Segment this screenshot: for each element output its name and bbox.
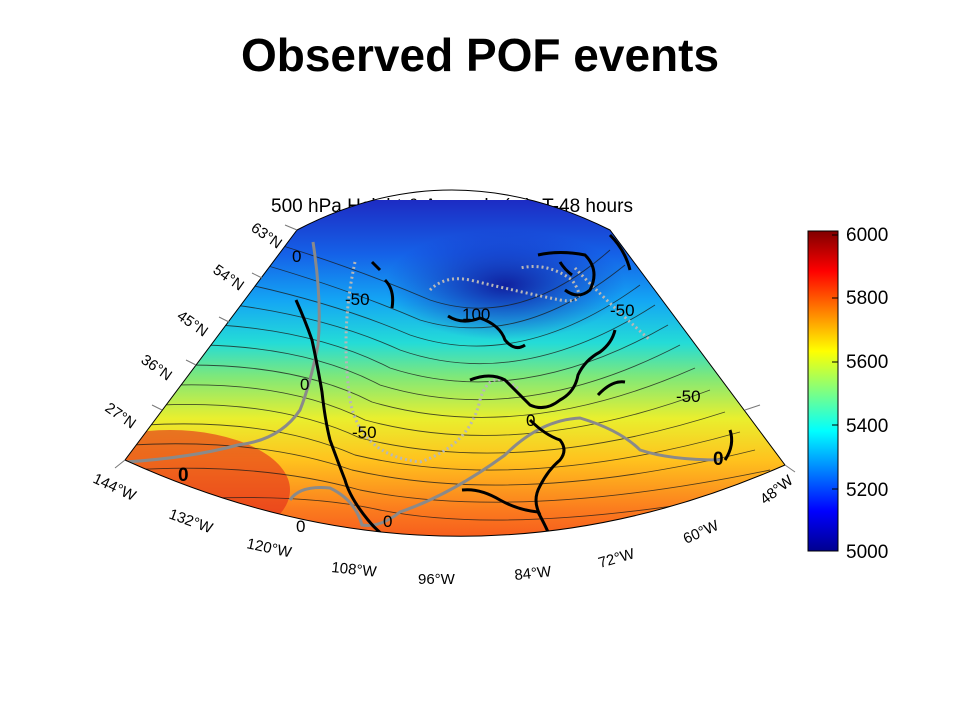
lon-label-84w: 84°W: [514, 563, 553, 584]
anomaly-label: 100: [462, 305, 490, 324]
colorbar-tick-label: 5400: [846, 416, 888, 437]
zero-anomaly-contours: [125, 241, 721, 527]
negative-anomaly-contours: [344, 261, 651, 464]
anomaly-label: 0: [178, 465, 189, 486]
anomaly-label: 0: [713, 449, 724, 470]
colorbar: [807, 230, 839, 552]
colorbar-tick-label: 5200: [846, 480, 888, 501]
lon-label-132w: 132°W: [167, 506, 216, 538]
colorbar-tick-label: 6000: [846, 225, 888, 246]
slide-title: Observed POF events: [240, 29, 720, 81]
graticule-ticks: [114, 224, 796, 473]
anomaly-label: -50: [352, 423, 377, 442]
lat-label-36n: 36°N: [138, 351, 175, 384]
anomaly-label: -50: [610, 301, 635, 320]
anomaly-label: -50: [676, 387, 701, 406]
lat-label-63n: 63°N: [248, 219, 285, 252]
lon-label-120w: 120°W: [245, 535, 294, 561]
colorbar-tick-label: 5800: [846, 288, 888, 309]
lat-label-54n: 54°N: [210, 261, 247, 294]
lon-label-144w: 144°W: [90, 470, 139, 505]
anomaly-label: -50: [345, 290, 370, 309]
anomaly-label: 0: [296, 517, 305, 536]
anomaly-label: 0: [526, 411, 535, 430]
colorbar-tick-label: 5000: [846, 542, 888, 563]
lon-label-108w: 108°W: [331, 559, 379, 581]
map-frame: [124, 189, 786, 537]
lon-label-48w: 48°W: [757, 472, 797, 509]
lon-label-60w: 60°W: [681, 517, 722, 548]
anomaly-label: 0: [383, 512, 392, 531]
height-contours: [129, 244, 781, 521]
lon-label-96w: 96°W: [418, 571, 456, 588]
lat-label-45n: 45°N: [174, 307, 211, 340]
lat-label-27n: 27°N: [102, 399, 139, 432]
anomaly-label: 0: [300, 375, 309, 394]
colorbar-tick-label: 5600: [846, 352, 888, 373]
anomaly-label: 0: [292, 247, 301, 266]
colorbar-ticks: [832, 234, 838, 552]
coastlines: [294, 233, 734, 537]
lon-label-72w: 72°W: [596, 545, 637, 572]
